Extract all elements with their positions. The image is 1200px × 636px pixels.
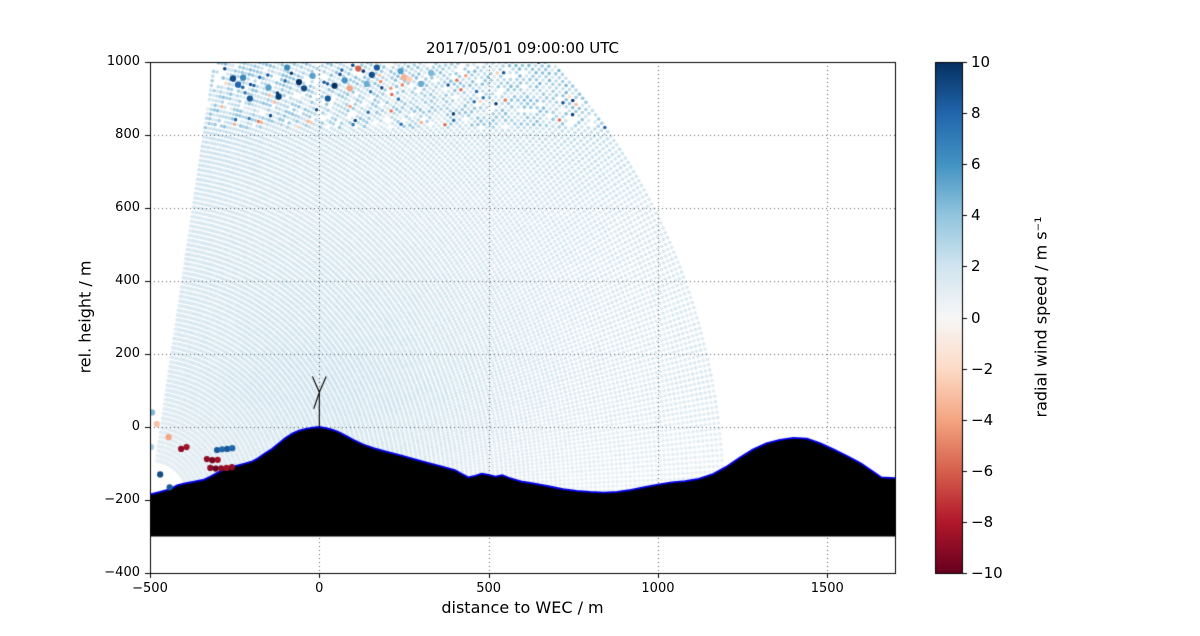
colorbar-tick-label: 6 bbox=[971, 155, 981, 174]
y-tick-label: 1000 bbox=[106, 54, 140, 69]
colorbar-tick-label: 0 bbox=[971, 308, 981, 327]
y-tick-label: 200 bbox=[115, 346, 140, 361]
colorbar-tick-label: 10 bbox=[971, 53, 991, 71]
x-tick-label: 1500 bbox=[810, 581, 844, 596]
colorbar-tick-label: −10 bbox=[971, 564, 1003, 582]
x-axis-label: distance to WEC / m bbox=[441, 598, 604, 617]
colorbar-tick-label: 4 bbox=[971, 206, 981, 225]
colorbar-tick-label: −2 bbox=[971, 359, 994, 378]
y-tick-label: 800 bbox=[115, 127, 140, 142]
colorbar-tick-label: 8 bbox=[971, 104, 981, 123]
y-tick-label: −200 bbox=[104, 492, 140, 507]
colorbar-label: radial wind speed / m s⁻¹ bbox=[1031, 216, 1051, 418]
colorbar-tick-label: 2 bbox=[971, 257, 981, 276]
colorbar-tick-label: −4 bbox=[971, 410, 994, 429]
x-tick-label: −500 bbox=[132, 581, 168, 596]
y-tick-label: 0 bbox=[131, 419, 140, 434]
x-tick-label: 1000 bbox=[641, 581, 675, 596]
colorbar-tick-label: −6 bbox=[971, 461, 994, 480]
x-tick-label: 0 bbox=[315, 581, 324, 596]
x-tick-label: 500 bbox=[476, 581, 502, 596]
y-tick-label: 600 bbox=[115, 200, 140, 215]
chart-title: 2017/05/01 09:00:00 UTC bbox=[425, 39, 620, 57]
y-tick-label: −400 bbox=[104, 565, 140, 580]
y-tick-label: 400 bbox=[115, 273, 140, 288]
colorbar-tick-label: −8 bbox=[971, 512, 994, 531]
